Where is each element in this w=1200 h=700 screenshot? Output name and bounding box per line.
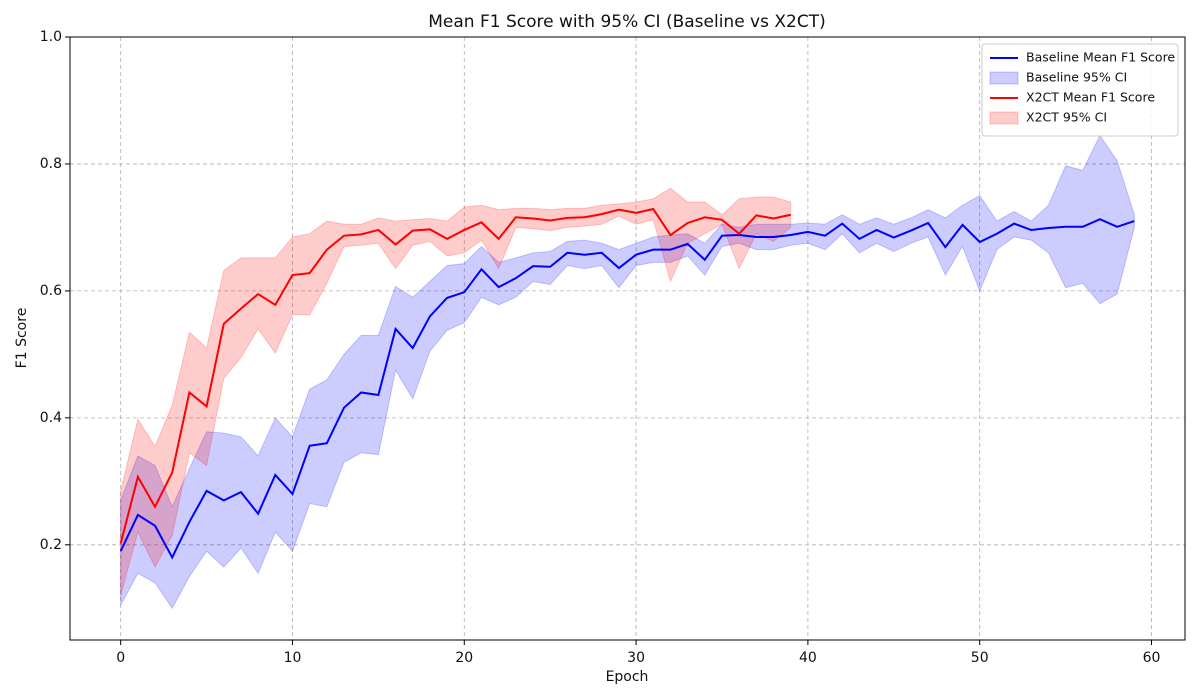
series-line — [119, 218, 1135, 560]
ci-band — [120, 187, 792, 596]
y-tick-label: 0.2 — [40, 537, 62, 553]
ci-band — [120, 134, 1135, 610]
x-tick-label: 0 — [116, 650, 125, 666]
y-tick-label: 1.0 — [40, 29, 62, 45]
x-tick-label: 40 — [799, 650, 817, 666]
legend-box — [981, 43, 1179, 137]
x-tick-label: 60 — [1143, 650, 1161, 666]
y-tick-label: 0.6 — [40, 283, 62, 299]
plot-frame — [69, 36, 1186, 641]
x-tick-label: 20 — [455, 650, 473, 666]
legend-label: Baseline Mean F1 Score — [1026, 50, 1175, 65]
chart-title: Mean F1 Score with 95% CI (Baseline vs X… — [428, 12, 825, 32]
y-axis-label: F1 Score — [14, 308, 30, 369]
series-line — [119, 207, 791, 544]
y-tick-label: 0.4 — [40, 410, 62, 426]
x-axis-label: Epoch — [606, 669, 649, 685]
legend-label: Baseline 95% CI — [1026, 70, 1127, 85]
y-tick-label: 0.8 — [40, 156, 62, 172]
x-tick-label: 30 — [627, 650, 645, 666]
legend-swatch — [989, 111, 1019, 125]
x-tick-label: 10 — [284, 650, 302, 666]
legend-label: X2CT 95% CI — [1026, 110, 1107, 125]
x-tick-label: 50 — [971, 650, 989, 666]
legend-swatch — [989, 71, 1019, 85]
legend-label: X2CT Mean F1 Score — [1026, 90, 1155, 105]
